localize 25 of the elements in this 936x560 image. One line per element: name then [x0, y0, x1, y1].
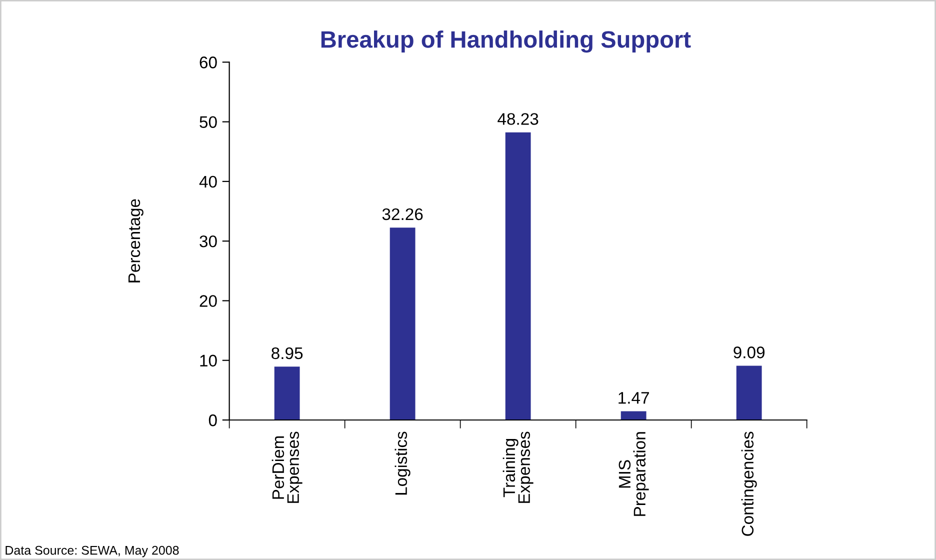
x-tick-label: PerDiem Expenses — [272, 432, 302, 503]
x-tick-label: MIS Preparation — [618, 432, 649, 516]
x-tick-label: Contingencies — [741, 432, 757, 536]
y-tick-label: 30 — [200, 235, 217, 248]
y-tick-label: 10 — [200, 354, 217, 367]
data-label: 8.95 — [272, 347, 303, 360]
data-label: 48.23 — [498, 113, 538, 125]
bar — [274, 366, 300, 420]
bar — [736, 366, 762, 420]
y-tick-label: 0 — [208, 414, 217, 426]
source-note: Data Source: SEWA, May 2008 — [6, 546, 179, 558]
y-tick-label: 60 — [200, 56, 217, 68]
x-tick-label: Logistics — [394, 432, 410, 495]
y-axis-title: Percentage — [128, 199, 144, 282]
bar — [620, 411, 646, 420]
x-tick-label: Training Expenses — [502, 432, 534, 503]
data-label: 32.26 — [382, 208, 423, 220]
data-label: 9.09 — [734, 346, 765, 358]
y-tick-label: 40 — [199, 176, 217, 188]
y-tick-label: 50 — [200, 116, 217, 128]
chart-title: Breakup of Handholding Support — [321, 30, 691, 53]
bar — [505, 132, 531, 420]
bar — [390, 228, 416, 420]
data-label: 1.47 — [618, 392, 649, 404]
y-tick-label: 20 — [200, 295, 217, 307]
